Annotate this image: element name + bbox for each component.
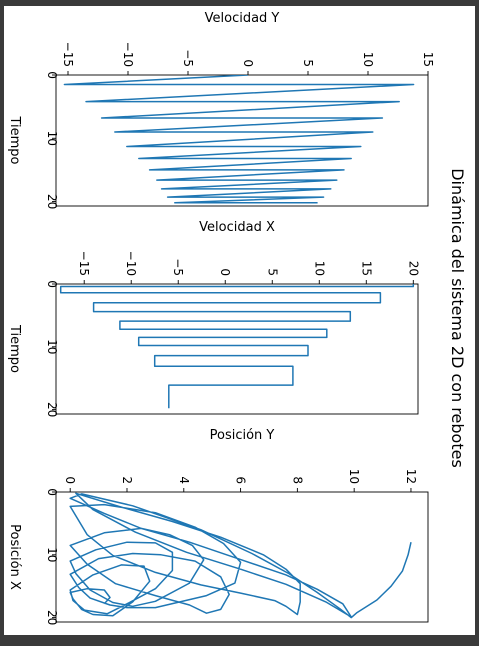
chart-panel-velocidad-x: Velocidad X Tiempo 20 15 10 5 0 −5 −10 −15 0 10 20 [7, 220, 420, 417]
x-tick-label: 0 [218, 268, 232, 276]
x-tick-label: 10 [347, 469, 361, 484]
figure-canvas: Dinámica del sistema 2D con rebotes Velo… [4, 6, 475, 635]
x-tick-label: −5 [171, 258, 185, 276]
chart-title: Velocidad X [199, 220, 275, 235]
figure-svg: Dinámica del sistema 2D con rebotes Velo… [7, 11, 467, 625]
x-tick-label: −10 [121, 42, 135, 67]
x-tick-label: 10 [312, 261, 326, 276]
x-tick-label: 10 [361, 52, 375, 67]
x-tick-label: 5 [301, 59, 315, 67]
series-line [63, 75, 415, 204]
x-tick-label: 20 [406, 261, 420, 276]
y-tick-label: 0 [45, 280, 59, 288]
y-axis-label: Tiempo [7, 324, 22, 373]
figure-suptitle: Dinámica del sistema 2D con rebotes [448, 168, 467, 468]
x-tick-label: 15 [359, 261, 373, 276]
chart-title: Posición Y [210, 428, 275, 443]
y-tick-label: 10 [45, 131, 59, 146]
y-tick-label: 20 [45, 194, 59, 209]
x-tick-label: −5 [181, 49, 195, 67]
chart-panel-posicion: Posición Y Posición X 0 2 4 6 8 10 12 0 10 20 [7, 428, 429, 625]
x-tick-label: 2 [120, 476, 134, 484]
axes-frame [55, 491, 429, 623]
x-tick-label: 6 [234, 476, 248, 484]
y-tick-label: 0 [45, 488, 59, 496]
y-tick-label: 20 [45, 402, 59, 417]
y-tick-label: 20 [45, 610, 59, 625]
series-line [59, 284, 415, 409]
x-tick-label: 0 [63, 476, 77, 484]
x-tick-label: 8 [290, 476, 304, 484]
x-tick-label: 0 [241, 59, 255, 67]
x-tick-label: 4 [177, 476, 191, 484]
y-axis-label: Tiempo [7, 115, 22, 164]
chart-title: Velocidad Y [205, 11, 280, 26]
y-axis-label: Posición X [7, 524, 22, 590]
x-tick-label: 5 [265, 268, 279, 276]
x-tick-label: −15 [61, 42, 75, 67]
x-tick-label: 12 [404, 469, 418, 484]
series-line [69, 492, 412, 619]
axes-frame [55, 283, 419, 415]
y-tick-label: 0 [45, 71, 59, 79]
axes-frame [55, 74, 429, 207]
x-tick-label: −10 [124, 251, 138, 276]
y-tick-label: 10 [45, 547, 59, 562]
x-tick-label: −15 [77, 251, 91, 276]
x-tick-label: 15 [421, 52, 435, 67]
y-tick-label: 10 [45, 339, 59, 354]
